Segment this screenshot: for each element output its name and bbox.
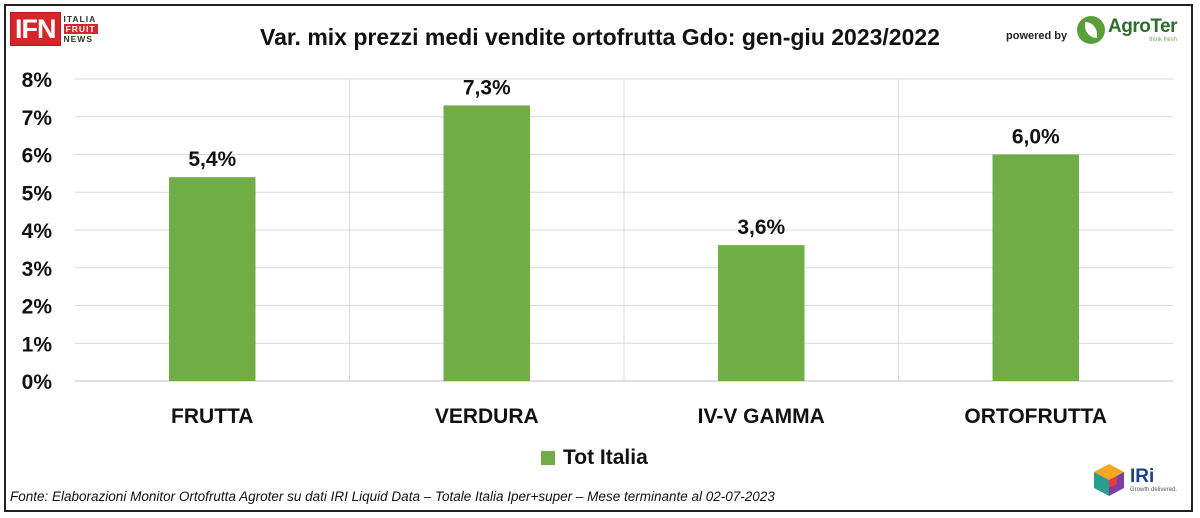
ifn-logo-mark: IFN (10, 12, 61, 46)
iri-logo-name: IRi (1130, 465, 1155, 487)
agroter-logo-tagline: think fresh (1149, 36, 1177, 43)
bar (992, 154, 1079, 381)
y-tick-label: 1% (22, 333, 53, 356)
x-category-label: FRUTTA (171, 405, 253, 428)
y-tick-label: 4% (22, 220, 53, 243)
ifn-logo-line1: ITALIA (63, 14, 97, 24)
bar (169, 177, 256, 381)
ifn-logo-words: ITALIA FRUIT NEWS (63, 14, 98, 44)
iri-logo: IRi Growth delivered. (1091, 462, 1177, 498)
data-label: 5,4% (188, 148, 236, 171)
bar (443, 105, 530, 382)
ifn-logo-line2: FRUIT (63, 24, 98, 34)
italia-fruit-news-logo: IFN ITALIA FRUIT NEWS (10, 12, 98, 46)
ifn-logo-line3: NEWS (63, 34, 93, 44)
y-tick-label: 7% (22, 107, 53, 130)
x-category-label: VERDURA (435, 405, 539, 428)
y-tick-label: 2% (22, 296, 53, 319)
agroter-logo: AgroTer think fresh (1077, 16, 1177, 44)
bars (169, 105, 1079, 382)
legend: Tot Italia (541, 446, 648, 470)
bar (718, 245, 805, 381)
iri-logo-tagline: Growth delivered. (1130, 486, 1178, 493)
agroter-logo-name: AgroTer (1108, 15, 1177, 37)
y-tick-label: 0% (22, 371, 53, 394)
data-label: 6,0% (1012, 126, 1060, 149)
y-tick-label: 5% (22, 182, 53, 205)
agroter-leaf-icon (1077, 16, 1105, 44)
iri-cube-icon (1094, 464, 1124, 496)
legend-series-name: Tot Italia (563, 446, 648, 469)
y-tick-label: 3% (22, 258, 53, 281)
y-tick-label: 6% (22, 145, 53, 168)
legend-swatch (541, 451, 555, 465)
chart-title: Var. mix prezzi medi vendite ortofrutta … (260, 24, 940, 50)
source-note: Fonte: Elaborazioni Monitor Ortofrutta A… (10, 489, 775, 504)
x-category-label: ORTOFRUTTA (964, 405, 1107, 428)
data-label: 7,3% (463, 76, 511, 99)
powered-by-label: powered by (1006, 30, 1068, 42)
data-label: 3,6% (737, 216, 785, 239)
gridlines (75, 78, 1173, 382)
y-tick-label: 8% (22, 69, 53, 92)
labels: 0% 1% 2% 3% 4% 5% 6% 7% 8% 5,4% FRUTTA 7,3% VERDURA 3… (22, 69, 1107, 428)
x-category-label: IV-V GAMMA (698, 405, 825, 428)
